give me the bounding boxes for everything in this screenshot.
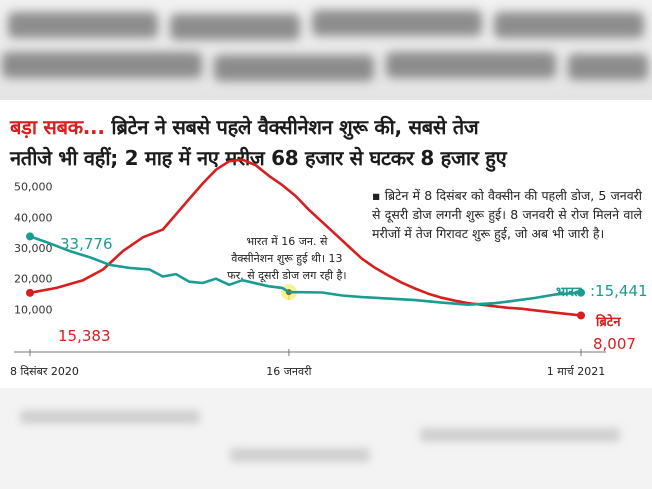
series-end-point <box>577 288 585 297</box>
y-tick-label: 20,000 <box>14 273 53 286</box>
headline-line1: ब्रिटेन ने सबसे पहले वैक्सीनेशन शुरू की,… <box>104 115 479 139</box>
series-start-point <box>26 232 34 241</box>
y-tick-label: 10,000 <box>14 303 53 316</box>
uk-start-value: 15,383 <box>58 327 111 345</box>
y-tick-label: 40,000 <box>14 211 53 224</box>
series-line-india <box>29 235 582 306</box>
annotation-text: भारत में 16 जन. से <box>246 235 328 248</box>
headline-kicker: बड़ा सबक... <box>10 115 105 139</box>
note-text: ▪ ब्रिटेन में 8 दिसंबर को वैक्सीन की पहल… <box>372 188 642 241</box>
series-start-point <box>26 288 34 297</box>
x-tick-label: 16 जनवरी <box>266 365 311 378</box>
y-tick-label: 50,000 <box>14 181 53 194</box>
series-end-point <box>577 311 585 320</box>
india-end-value: :15,441 <box>590 282 648 300</box>
x-tick-label: 8 दिसंबर 2020 <box>10 365 79 378</box>
annotation-text: फर. से दूसरी डोज लग रही है। <box>227 269 346 283</box>
india-series-label: भारत <box>556 285 582 300</box>
india-start-value: 33,776 <box>60 235 113 253</box>
annotation-text: वैक्सीनेशन शुरू हुई थी। 13 <box>231 252 342 266</box>
uk-end-value: 8,007 <box>593 335 636 353</box>
x-tick-label: 1 मार्च 2021 <box>547 365 605 378</box>
y-tick-label: 30,000 <box>14 242 53 255</box>
uk-series-label: ब्रिटेन <box>595 314 621 330</box>
blurred-background-footer <box>0 388 652 489</box>
series-line-uk <box>29 158 582 317</box>
blurred-background-header <box>0 0 652 100</box>
